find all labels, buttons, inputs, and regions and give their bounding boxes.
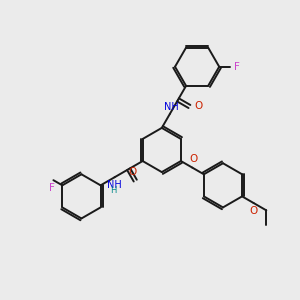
Text: F: F — [234, 62, 240, 72]
Text: F: F — [49, 183, 55, 193]
Text: NH: NH — [164, 101, 179, 112]
Text: O: O — [189, 154, 197, 164]
Text: O: O — [128, 167, 136, 177]
Text: O: O — [250, 206, 258, 216]
Text: NH: NH — [107, 180, 122, 190]
Text: H: H — [110, 186, 116, 195]
Text: O: O — [195, 101, 203, 112]
